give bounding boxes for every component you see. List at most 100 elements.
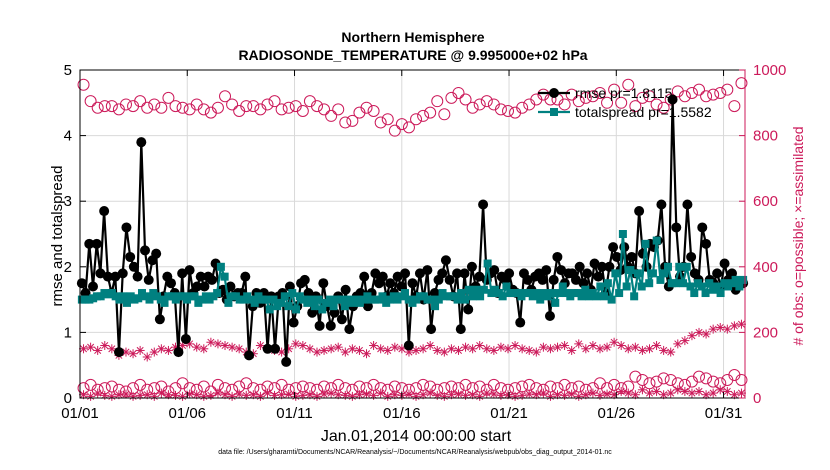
assimilated-marker [736,319,746,329]
totalspread-point [378,292,387,301]
possible-marker [502,105,515,117]
rmse-point [80,288,91,299]
star-stroke [370,391,378,399]
assimilated-marker [616,341,626,351]
star-stroke [624,389,632,397]
possible_low-marker [735,373,748,386]
star-stroke [660,346,668,354]
assimilated_low-marker [135,390,145,400]
star-stroke [504,391,512,399]
totalspread-point [329,302,338,311]
assimilated-marker [347,344,357,354]
star-stroke [94,389,102,397]
possible_low-marker [459,378,472,391]
assimilated-marker [453,345,463,355]
assimilated-marker [121,347,131,357]
possible-marker [622,78,635,91]
assimilated_low-marker [461,390,471,400]
rmse-point [582,268,593,279]
totalspread-point [663,262,672,271]
assimilated_low-marker [107,391,117,401]
star-stroke [702,391,710,399]
rmse-point [712,268,723,279]
rmse-point [192,281,203,292]
totalspread-point [633,269,642,278]
totalspread-point [551,298,560,307]
x-tick-label: 01/21 [490,405,528,422]
star-stroke [681,387,689,395]
star-stroke [249,391,257,399]
assimilated_low-marker [291,391,301,401]
assimilated-marker [298,341,308,351]
assimilated-marker [588,341,598,351]
possible_low-marker [367,378,380,391]
totalspread-point [679,279,688,288]
rmse-point [626,251,637,262]
star-stroke [518,345,526,353]
star-stroke [377,389,385,397]
possible-marker [410,113,423,126]
assimilated-marker [418,344,428,354]
star-stroke [511,341,519,350]
possible-marker [84,95,97,108]
rmse-point [281,356,292,367]
assimilated_low-marker [708,388,718,398]
star-stroke [207,391,215,399]
possible-marker [707,88,720,101]
legend-rmse-label: rmse pr=1.8115 [575,85,673,101]
assimilated-marker [411,345,421,355]
rmse-point [504,268,515,279]
possible-marker [141,101,154,114]
star-stroke [136,391,144,399]
assimilated_low-marker [199,391,209,401]
star-stroke [370,341,378,350]
possible-marker [558,98,571,111]
totalspread-point [220,272,229,281]
star-stroke [164,346,172,354]
totalspread-point [611,269,620,278]
star-stroke [582,391,590,399]
totalspread-point [190,292,199,301]
totalspread-point [615,289,624,298]
totalspread-point [265,305,274,314]
totalspread-point [731,275,740,284]
rmse-point [437,268,448,279]
star-stroke [391,391,399,399]
star-stroke [624,345,632,353]
star-stroke [553,391,562,399]
totalspread-point [626,266,635,275]
star-stroke [94,346,102,354]
assimilated-marker [567,345,577,355]
totalspread-point [434,295,443,304]
assimilated_low-marker [142,390,152,400]
star-stroke [688,389,696,397]
totalspread-point [690,289,699,298]
assimilated-marker [553,342,563,352]
possible-marker [226,98,239,111]
assimilated_low-marker [262,388,272,398]
totalspread-point [641,239,650,248]
x-tick-label: 01/16 [383,405,421,422]
assimilated-marker [213,339,223,349]
rmse-point [440,255,451,266]
possible-marker [735,77,748,90]
possible-marker [388,124,401,137]
star-stroke [193,391,201,399]
possible-marker [685,86,698,99]
assimilated_low-marker [248,390,258,400]
rmse-point [403,340,414,351]
assimilated_low-marker [538,388,548,398]
star-stroke [115,391,123,399]
assimilated-marker [545,344,555,354]
rmse-point [548,274,559,285]
assimilated-marker [227,342,237,352]
possible-marker [77,78,90,91]
star-stroke [299,341,307,350]
rmse-point [686,251,697,262]
totalspread-point [119,292,128,301]
star-stroke [469,391,477,399]
assimilated-marker [192,342,202,352]
assimilated-marker [425,341,435,351]
star-stroke [87,343,95,351]
rmse-point [682,199,693,210]
